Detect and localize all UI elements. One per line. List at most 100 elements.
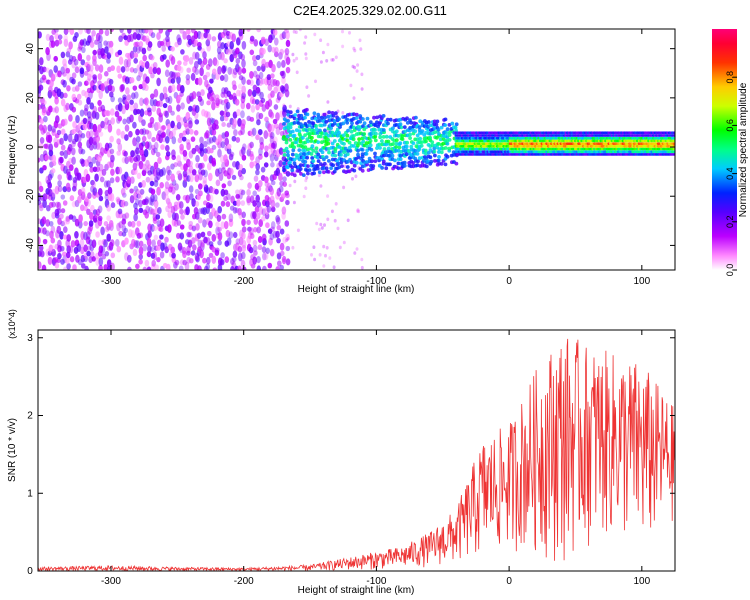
snr-y-multiplier: (x10^4) [7, 309, 17, 339]
spectrogram-cell [417, 156, 422, 161]
spectrogram-cell [319, 222, 323, 227]
spectrogram-cell [94, 64, 100, 72]
spectrogram-cell [76, 93, 82, 100]
spectrogram-cell [50, 225, 56, 234]
spectrogram-cell [120, 83, 125, 92]
spectrogram-cell [136, 45, 141, 54]
spectrogram-cell [51, 154, 57, 163]
spectrogram-cell [249, 141, 254, 149]
spectrogram-cell [284, 29, 289, 34]
spectrogram-cell [92, 84, 97, 91]
spectrogram-cell [71, 156, 76, 165]
spectrogram-cell [92, 105, 98, 114]
spectrogram-cell [179, 232, 185, 240]
spectrogram-cell [200, 169, 206, 176]
spectrogram-cell [87, 116, 92, 125]
spectrogram-cell [149, 97, 155, 107]
spectrogram-cell [398, 157, 403, 162]
spectrogram-cell [358, 114, 363, 118]
spectrogram-cell [232, 118, 237, 128]
spectrogram-cell [57, 252, 62, 260]
spectrogram-cell [80, 254, 86, 263]
spectrogram-cell [285, 258, 291, 266]
spectrogram-cell [249, 96, 255, 105]
y-tick-label: 0 [25, 144, 36, 150]
snr-x-axis-label: Height of straight line (km) [298, 585, 415, 596]
spectrogram-cell [71, 72, 77, 79]
spectrogram-cell [405, 116, 409, 121]
spectrogram-cell [356, 152, 360, 157]
colorbar-label: Normalized spectral amplitude [738, 82, 749, 217]
spectrogram-cell [171, 128, 176, 137]
spectrogram-cell [225, 49, 231, 55]
spectrogram-cell [309, 139, 314, 143]
spectrogram-cell [150, 252, 156, 259]
spectrogram-cell [164, 110, 169, 118]
spectrogram-cell [282, 111, 286, 115]
spectrogram-cell [428, 155, 433, 160]
spectrogram-cell [386, 139, 391, 144]
spectrogram-cell [336, 226, 340, 231]
spectrogram-cell [218, 172, 224, 182]
spectrogram-cell [159, 218, 165, 228]
spectrogram-cell [100, 104, 106, 112]
spectrogram-cell [107, 186, 113, 195]
spectrogram-cell [238, 163, 243, 171]
spectrogram-cell [65, 182, 71, 191]
spectrogram-cell [341, 29, 344, 34]
spectrogram-cell [415, 152, 420, 156]
spectrogram-cell [208, 58, 213, 67]
spectrogram-cell [190, 250, 196, 256]
spectrogram-cell [360, 148, 365, 152]
spectrogram-cell [153, 234, 159, 241]
spectrogram-cell [77, 99, 83, 106]
spectrogram-cell [71, 128, 77, 135]
spectrogram-cell [59, 137, 64, 146]
spectrogram-cell [156, 77, 161, 87]
spectrogram-cell [188, 120, 193, 129]
spectrogram-cell [191, 198, 196, 207]
spectrogram-cell [267, 228, 273, 235]
spectrogram-cell [84, 104, 89, 112]
spectrogram-cell [152, 66, 158, 74]
spectrogram-cell [191, 91, 197, 100]
spectrogram-cell [186, 142, 191, 151]
spectrogram-cell [60, 258, 65, 265]
spectrogram-cell [237, 118, 242, 127]
spectrogram-cell [327, 159, 331, 163]
spectrogram-cell [339, 160, 344, 165]
spectrogram-cell [45, 219, 50, 227]
spectrogram-cell [236, 108, 241, 117]
spectrogram-cell [271, 63, 276, 73]
spectrogram-cell [179, 224, 185, 230]
spectrogram-cell [95, 141, 101, 150]
spectrogram-cell [72, 264, 77, 270]
spectrogram-cell [238, 252, 243, 262]
spectrogram-cell [129, 188, 134, 194]
spectrogram-cell [83, 221, 88, 227]
spectrogram-cell [62, 71, 67, 77]
spectrogram-cell [71, 78, 76, 85]
spectrogram-cell [318, 128, 322, 133]
spectrogram-cell [109, 177, 115, 184]
spectrogram-cell [241, 251, 246, 260]
spectrogram-cell [279, 48, 285, 56]
spectrogram-cell [167, 210, 172, 219]
spectrogram-cell [269, 153, 275, 163]
spectrogram-cell [261, 47, 266, 55]
spectrogram-cell [115, 239, 120, 247]
spectrogram-cell [194, 119, 200, 125]
spectrogram-cell [80, 59, 86, 66]
y-tick-label: 0 [27, 566, 33, 577]
spectrogram-cell [216, 214, 222, 222]
spectrogram-cell [150, 93, 155, 100]
spectrogram-cell [218, 98, 223, 105]
spectrogram-cell [144, 211, 149, 219]
spectrogram-cell [220, 42, 225, 50]
spectrogram-cell [176, 75, 181, 85]
spectrogram-cell [132, 85, 138, 91]
spectrogram-cell [275, 266, 280, 270]
spectrogram-cell [352, 46, 356, 51]
spectrogram-cell [256, 255, 261, 264]
